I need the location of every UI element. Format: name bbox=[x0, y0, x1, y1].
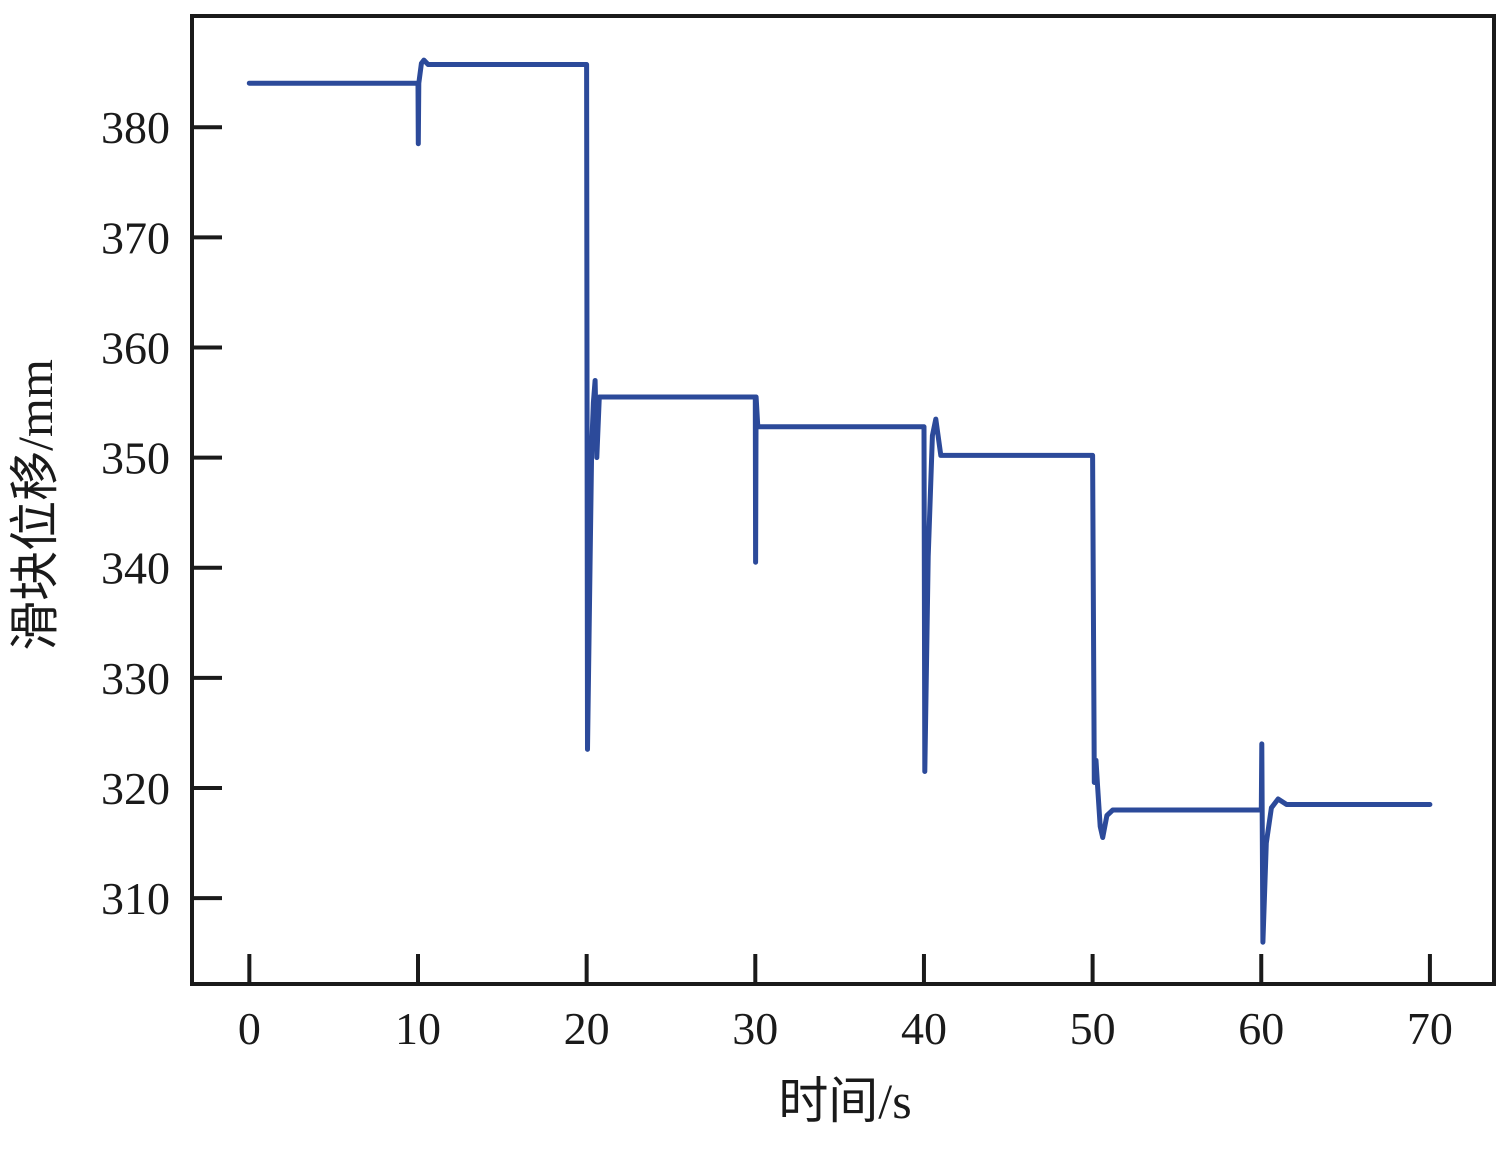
series-line-0 bbox=[246, 57, 1433, 945]
series-layer bbox=[246, 57, 1433, 945]
x-axis-title: 时间/s bbox=[778, 1073, 911, 1129]
y-tick-label: 350 bbox=[101, 433, 170, 484]
x-tick-label: 40 bbox=[901, 1003, 947, 1054]
y-tick-label: 380 bbox=[101, 102, 170, 153]
y-axis-ticks: 310 320 330 340 350 360 370 380 bbox=[101, 102, 222, 924]
x-tick-label: 30 bbox=[732, 1003, 778, 1054]
x-tick-label: 20 bbox=[564, 1003, 610, 1054]
y-tick-label: 370 bbox=[101, 212, 170, 263]
y-tick-label: 320 bbox=[101, 763, 170, 814]
x-tick-label: 60 bbox=[1238, 1003, 1284, 1054]
y-tick-label: 360 bbox=[101, 322, 170, 373]
y-tick-label: 340 bbox=[101, 543, 170, 594]
x-tick-label: 10 bbox=[395, 1003, 441, 1054]
plot-frame bbox=[190, 14, 1496, 986]
x-axis-ticks: 0 10 20 30 40 50 60 70 bbox=[238, 954, 1453, 1054]
y-tick-label: 330 bbox=[101, 653, 170, 704]
x-tick-label: 50 bbox=[1070, 1003, 1116, 1054]
x-tick-label: 70 bbox=[1407, 1003, 1453, 1054]
y-tick-label: 310 bbox=[101, 873, 170, 924]
x-tick-label: 0 bbox=[238, 1003, 261, 1054]
y-axis-title: 滑块位移/mm bbox=[7, 359, 63, 651]
